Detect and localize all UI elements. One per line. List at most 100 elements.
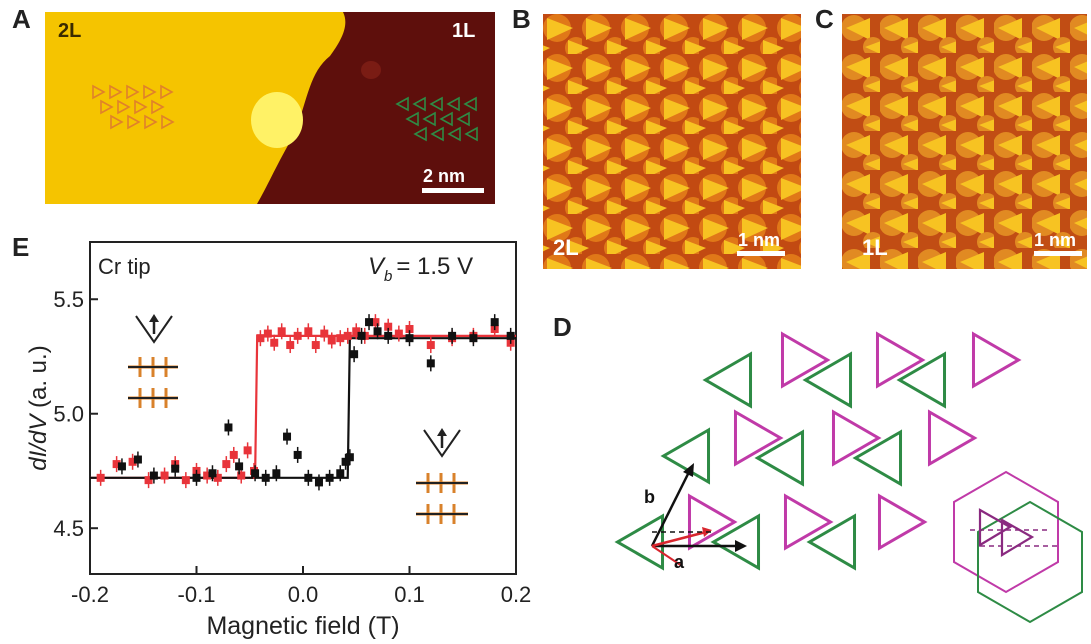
- magenta-triangle: [877, 493, 928, 551]
- green-triangle: [852, 429, 903, 487]
- black-data-point: [469, 334, 478, 343]
- black-data-point: [208, 469, 217, 478]
- triangle-marker-left: [463, 96, 477, 112]
- red-data-point: [293, 331, 302, 340]
- green-triangle: [710, 513, 761, 571]
- triangle-marker-right: [160, 84, 174, 100]
- lattice-schematic: b a: [614, 331, 1083, 624]
- magenta-triangle: [780, 331, 831, 389]
- triangle-marker-left: [412, 96, 426, 112]
- black-data-point: [405, 334, 414, 343]
- red-data-point: [160, 471, 169, 480]
- panel-letter-c: C: [815, 4, 834, 34]
- x-tick-label: 0.2: [501, 582, 532, 607]
- red-data-point: [320, 329, 329, 338]
- triangle-marker-right: [117, 99, 131, 115]
- red-data-point: [96, 473, 105, 482]
- magenta-triangle: [733, 409, 784, 467]
- triangle-marker-left: [405, 111, 419, 127]
- green-triangle: [614, 513, 665, 571]
- green-triangle: [896, 351, 947, 409]
- red-data-point: [286, 341, 295, 350]
- stm-image-1l: [842, 14, 1087, 269]
- black-data-point: [314, 478, 323, 487]
- triangle-marker-right: [127, 114, 141, 130]
- scale-text-c: 1 nm: [1034, 230, 1077, 250]
- red-data-point: [304, 327, 313, 336]
- vector-a-label: a: [674, 552, 685, 572]
- black-data-point: [192, 473, 201, 482]
- x-tick-label: -0.2: [71, 582, 109, 607]
- magenta-triangle: [875, 331, 926, 389]
- y-tick-label: 5.0: [53, 402, 84, 427]
- panel-letter-d: D: [553, 312, 572, 342]
- black-data-point: [293, 450, 302, 459]
- triangle-marker-right: [100, 99, 114, 115]
- red-data-point: [277, 327, 286, 336]
- triangle-marker-left: [439, 111, 453, 127]
- red-data-point: [327, 336, 336, 345]
- label-layer-b: 2L: [553, 235, 579, 260]
- red-data-point: [394, 329, 403, 338]
- scale-bar-b: [737, 251, 785, 256]
- triangle-marker-right: [134, 99, 148, 115]
- red-data-point: [144, 476, 153, 485]
- red-data-point: [270, 338, 279, 347]
- triangle-marker-right: [161, 114, 175, 130]
- scale-text-a: 2 nm: [423, 166, 466, 186]
- triangle-marker-left: [422, 111, 436, 127]
- green-triangle: [702, 351, 753, 409]
- black-data-point: [336, 469, 345, 478]
- triangle-marker-left: [464, 126, 478, 142]
- black-data-point: [133, 455, 142, 464]
- black-data-point: [448, 331, 457, 340]
- vector-b-label: b: [644, 487, 655, 507]
- black-data-point: [149, 471, 158, 480]
- panel-letter-b: B: [512, 4, 531, 34]
- data-points: [96, 314, 515, 491]
- triangle-marker-right: [126, 84, 140, 100]
- triangle-marker-left: [447, 126, 461, 142]
- triangle-marker-right: [151, 99, 165, 115]
- panel-letter-e: E: [12, 232, 30, 262]
- magenta-triangle: [971, 331, 1022, 389]
- panel-letter-a: A: [12, 4, 31, 34]
- scale-bar-c: [1034, 251, 1082, 256]
- axis-ticks: -0.2 -0.1 0.0 0.1 0.2 4.5 5.0 5.5: [53, 287, 531, 607]
- triangle-marker-right: [109, 84, 123, 100]
- hexagon-overlay: [953, 470, 1083, 624]
- label-2l: 2L: [58, 20, 82, 42]
- black-data-point: [171, 464, 180, 473]
- dIdV-vs-field-chart: -0.2 -0.1 0.0 0.1 0.2 4.5 5.0 5.5 Cr tip Vb = 1.…: [25, 241, 531, 640]
- x-axis-label: Magnetic field (T): [206, 612, 399, 640]
- label-layer-c: 1L: [862, 235, 888, 260]
- black-data-point: [261, 473, 270, 482]
- red-data-point: [203, 471, 212, 480]
- green-triangle: [806, 513, 857, 571]
- black-data-point: [506, 331, 515, 340]
- red-data-point: [256, 334, 265, 343]
- red-data-point: [311, 341, 320, 350]
- red-data-point: [426, 341, 435, 350]
- red-data-point: [243, 446, 252, 455]
- magenta-triangle: [831, 409, 882, 467]
- black-data-point: [235, 462, 244, 471]
- stm-bright-adatom: [251, 92, 303, 148]
- black-data-point: [350, 350, 359, 359]
- black-data-point: [426, 359, 435, 368]
- red-data-point: [336, 334, 345, 343]
- triangle-marker-left: [413, 126, 427, 142]
- black-data-point: [373, 327, 382, 336]
- black-data-point: [272, 469, 281, 478]
- stm-image-2l: [543, 14, 801, 269]
- scale-text-b: 1 nm: [738, 230, 781, 250]
- triangle-marker-right: [110, 114, 124, 130]
- black-data-point: [357, 331, 366, 340]
- green-triangle: [660, 427, 711, 485]
- red-data-point: [384, 322, 393, 331]
- black-data-point: [283, 432, 292, 441]
- triangle-marker-right: [144, 114, 158, 130]
- tip-label: Cr tip: [98, 254, 151, 279]
- stm-2l-region: [45, 12, 346, 204]
- triangle-marker-left: [429, 96, 443, 112]
